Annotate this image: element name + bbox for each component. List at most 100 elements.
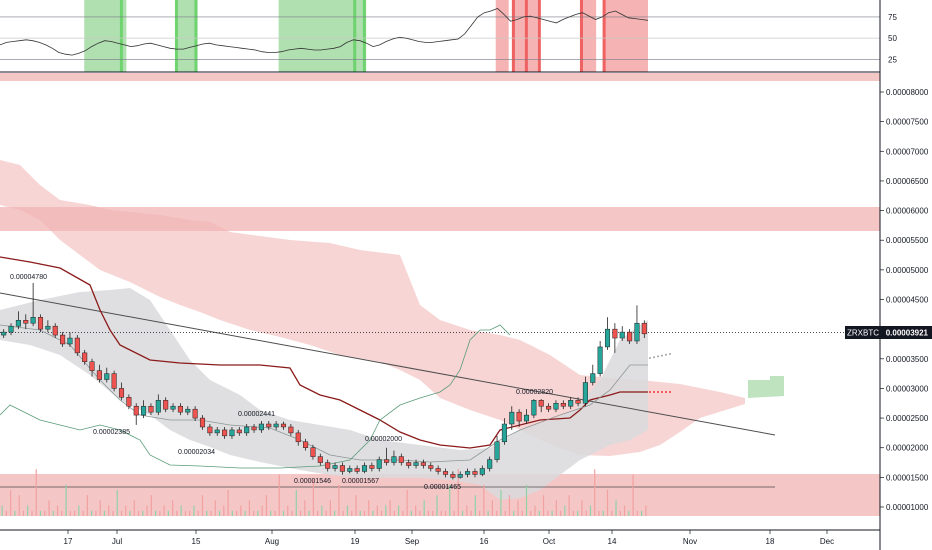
candle-body xyxy=(339,465,345,472)
volume-bar xyxy=(436,495,438,516)
volume-bar xyxy=(598,510,600,516)
oversold-span xyxy=(84,0,127,72)
cloud-area xyxy=(0,160,745,456)
volume-bar xyxy=(619,510,621,516)
price-tick-label: 0.00001000 xyxy=(886,503,929,512)
volume-bar xyxy=(282,510,285,516)
last-price-value: 0.00003921 xyxy=(886,329,929,338)
projection-dot xyxy=(669,353,671,355)
volume-bar xyxy=(372,510,374,516)
candle-body xyxy=(37,317,44,330)
volume-bar xyxy=(560,510,562,516)
volume-bar xyxy=(120,510,123,516)
volume-bar xyxy=(466,505,468,516)
signal-stripe xyxy=(194,0,198,72)
volume-bar xyxy=(359,510,361,516)
volume-bar xyxy=(18,495,20,516)
price-annotation: 0.00002820 xyxy=(516,389,553,396)
volume-bar xyxy=(555,500,557,516)
volume-bar xyxy=(189,510,191,516)
volume-bar xyxy=(227,490,229,516)
volume-bar xyxy=(385,505,387,516)
volume-bar xyxy=(14,510,16,516)
overbought-span xyxy=(602,0,648,72)
candle-body xyxy=(148,405,154,413)
candle-body xyxy=(30,317,36,324)
projection-dot xyxy=(648,390,652,394)
volume-bar xyxy=(240,505,242,516)
candle-body xyxy=(634,322,640,342)
oversold-span xyxy=(174,0,198,72)
volume-bar xyxy=(628,510,630,516)
volume-bar xyxy=(312,479,314,516)
projection-dot xyxy=(668,390,672,394)
volume-bar xyxy=(500,490,502,516)
time-tick-label: 17 xyxy=(64,537,73,546)
price-tick-label: 0.00006500 xyxy=(886,177,929,186)
candle-body xyxy=(207,426,213,434)
volume-bar xyxy=(380,510,383,516)
candle-body xyxy=(1,331,7,336)
volume-bar xyxy=(274,510,276,516)
volume-bar xyxy=(513,510,515,516)
candle-body xyxy=(347,468,353,472)
candle-body xyxy=(310,447,316,457)
volume-bar xyxy=(376,505,378,516)
volume-bar xyxy=(581,500,583,516)
volume-bar xyxy=(197,510,199,516)
volume-bar xyxy=(48,500,50,516)
trend-line xyxy=(0,292,776,436)
candle-body xyxy=(82,352,88,363)
time-tick-label: Aug xyxy=(265,537,279,546)
volume-bar xyxy=(474,495,476,516)
candle-body xyxy=(494,441,500,460)
candle-body xyxy=(67,337,73,345)
projection-dot xyxy=(656,390,660,394)
price-tick-label: 0.00003000 xyxy=(886,384,929,393)
volume-bar xyxy=(487,510,489,516)
volume-bar xyxy=(317,510,319,516)
volume-bar xyxy=(402,510,404,516)
candle-body xyxy=(229,429,235,437)
candles xyxy=(1,282,647,480)
volume-bar xyxy=(133,500,135,516)
band-area xyxy=(0,288,648,500)
signal-stripe xyxy=(602,0,606,72)
volume-bar xyxy=(129,510,131,516)
candle-body xyxy=(192,408,198,419)
volume-bar xyxy=(295,490,297,516)
volume-bar xyxy=(615,500,617,516)
price-annotation: 0.00001567 xyxy=(342,478,379,485)
volume-bar xyxy=(645,505,647,516)
volume-bar xyxy=(479,510,481,516)
candle-body xyxy=(538,400,544,407)
candle-body xyxy=(546,405,552,410)
candle-body xyxy=(612,328,618,339)
time-tick-label: Oct xyxy=(543,537,556,546)
candle-body xyxy=(23,320,29,324)
conversion-line xyxy=(0,324,648,463)
volume-bar xyxy=(201,495,204,516)
projection-dot xyxy=(657,355,659,358)
signal-stripe xyxy=(119,0,123,72)
volume-bar xyxy=(265,495,268,516)
projection-dot xyxy=(649,357,651,359)
candle-body xyxy=(317,456,323,463)
candle-body xyxy=(568,400,574,407)
price-annotation: 0.00002034 xyxy=(178,449,215,456)
candle-body xyxy=(15,320,21,327)
volume-bar xyxy=(564,505,566,516)
candle-body xyxy=(501,423,507,443)
last-price-box xyxy=(845,326,932,339)
candle-body xyxy=(244,426,250,434)
candle-body xyxy=(575,400,581,404)
volume-bar xyxy=(398,505,400,516)
volume-bar xyxy=(253,510,255,516)
candle-body xyxy=(523,414,530,422)
volume-bar xyxy=(410,510,412,516)
candle-body xyxy=(111,373,117,389)
volume-bar xyxy=(589,505,592,516)
candle-body xyxy=(376,459,382,469)
projection-dot xyxy=(661,354,663,357)
